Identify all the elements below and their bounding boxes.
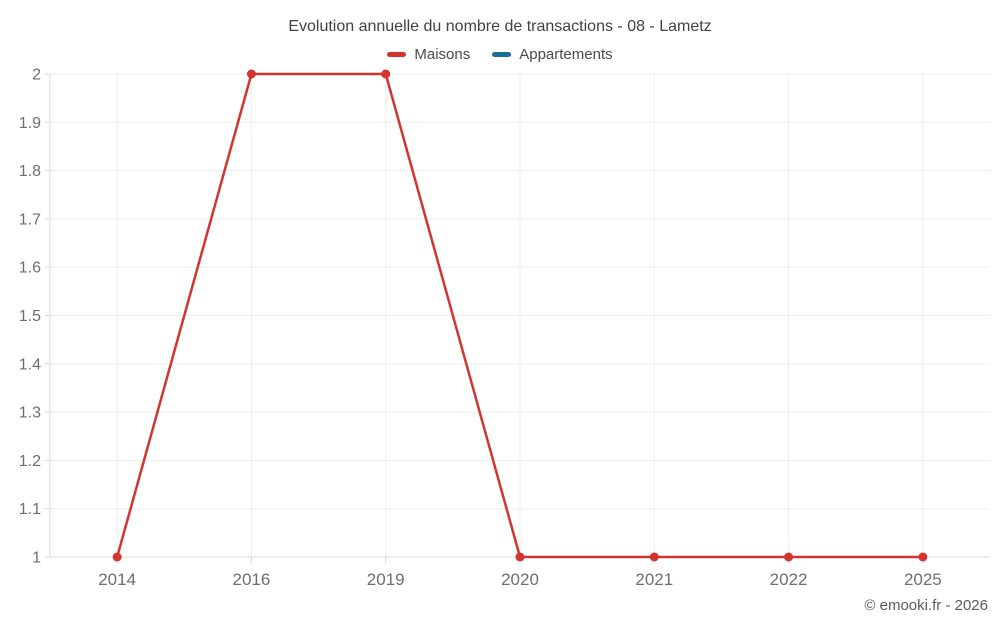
y-tick-label: 1.4 xyxy=(19,356,41,373)
y-tick-label: 1.7 xyxy=(19,211,41,228)
maisons-point-2020[interactable] xyxy=(515,552,525,562)
chart-legend: Maisons Appartements xyxy=(0,46,1000,63)
legend-label-appartements: Appartements xyxy=(519,46,613,63)
x-tick-label: 2016 xyxy=(233,570,271,589)
x-tick-label: 2014 xyxy=(98,570,136,589)
y-tick-label: 2 xyxy=(32,67,41,84)
maisons-point-2025[interactable] xyxy=(918,552,928,562)
maisons-point-2021[interactable] xyxy=(649,552,659,562)
x-tick-label: 2022 xyxy=(770,570,808,589)
maisons-point-2014[interactable] xyxy=(112,552,122,562)
y-tick-label: 1.3 xyxy=(19,405,41,422)
maisons-point-2022[interactable] xyxy=(784,552,794,562)
maisons-point-2019[interactable] xyxy=(381,69,391,79)
chart-title: Evolution annuelle du nombre de transact… xyxy=(288,18,712,35)
legend-item-maisons[interactable]: Maisons xyxy=(387,46,470,63)
y-tick-label: 1.8 xyxy=(19,163,41,180)
x-tick-label: 2020 xyxy=(501,570,539,589)
copyright-footer: © emooki.fr - 2026 xyxy=(864,597,988,614)
y-tick-label: 1.9 xyxy=(19,115,41,132)
maisons-point-2016[interactable] xyxy=(246,69,256,79)
y-tick-label: 1.1 xyxy=(19,501,41,518)
appartements-swatch-icon xyxy=(492,52,512,57)
y-tick-label: 1.6 xyxy=(19,260,41,277)
y-tick-label: 1.2 xyxy=(19,453,41,470)
legend-label-maisons: Maisons xyxy=(414,46,471,63)
y-tick-label: 1.5 xyxy=(19,308,41,325)
x-tick-label: 2019 xyxy=(367,570,405,589)
x-tick-label: 2021 xyxy=(635,570,673,589)
legend-item-appartements[interactable]: Appartements xyxy=(492,46,613,63)
maisons-swatch-icon xyxy=(387,52,407,57)
x-tick-label: 2025 xyxy=(904,570,942,589)
y-tick-label: 1 xyxy=(32,550,41,567)
